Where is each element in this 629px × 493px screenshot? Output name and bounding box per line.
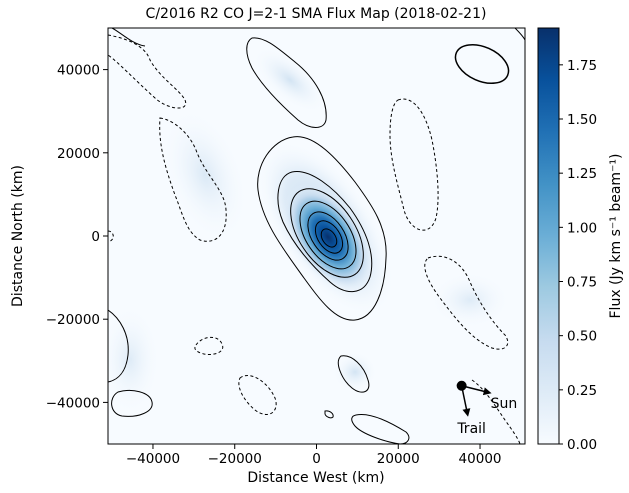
comet-position-marker	[456, 380, 467, 391]
colorbar-tick-label: 1.25	[567, 166, 597, 182]
x-tick-label: 20000	[377, 451, 420, 467]
colorbar-gradient	[537, 27, 560, 445]
colorbar-tick-label: 0.00	[567, 437, 597, 453]
beam-ellipse	[454, 43, 510, 85]
flux-image	[108, 47, 510, 415]
positive-contour	[290, 188, 364, 278]
flux-core	[284, 183, 372, 291]
x-axis: −40000 −20000 0 20000 40000	[126, 444, 502, 467]
positive-contours	[108, 28, 525, 444]
positive-contour	[277, 171, 373, 292]
plot-area: Sun Trail	[108, 28, 525, 444]
y-tick-label: 0	[91, 229, 100, 245]
flux-blob	[162, 107, 248, 243]
y-tick-label: −40000	[46, 395, 100, 411]
chart-title: C/2016 R2 CO J=2-1 SMA Flux Map (2018-02…	[146, 6, 487, 22]
x-tick-label: 0	[312, 451, 321, 467]
colorbar: 0.00 0.25 0.50 0.75 1.00 1.25 1.50 1.75 Flux (J…	[537, 27, 624, 453]
positive-contour	[337, 355, 370, 393]
flux-blob	[253, 47, 327, 113]
x-axis-label: Distance West (km)	[247, 470, 384, 486]
negative-contour	[471, 379, 521, 444]
colorbar-tick-label: 0.50	[567, 329, 597, 345]
sun-label: Sun	[491, 396, 518, 412]
positive-contour	[307, 211, 349, 261]
x-tick-label: −20000	[208, 451, 262, 467]
negative-contours	[108, 34, 521, 444]
negative-contour	[238, 375, 277, 415]
flux-blob	[430, 272, 510, 328]
negative-contour	[424, 255, 509, 350]
colorbar-tick-label: 1.50	[567, 112, 597, 128]
positive-contour	[299, 200, 357, 270]
positive-contour	[314, 220, 344, 254]
colorbar-tick-label: 1.75	[567, 58, 597, 74]
colorbar-axis: 0.00 0.25 0.50 0.75 1.00 1.25 1.50 1.75	[559, 58, 597, 453]
flux-blob	[108, 305, 160, 415]
y-tick-label: −20000	[46, 312, 100, 328]
colorbar-tick-label: 1.00	[567, 220, 597, 236]
y-axis: 40000 20000 0 −20000 −40000	[46, 63, 108, 411]
positive-contour	[257, 136, 387, 321]
negative-contour	[108, 34, 187, 109]
positive-contour	[108, 309, 129, 383]
y-axis-label: Distance North (km)	[10, 165, 26, 307]
positive-contour	[351, 413, 410, 444]
positive-contour	[111, 28, 146, 47]
colorbar-tick-label: 0.25	[567, 383, 597, 399]
flux-blob	[333, 352, 377, 392]
positive-contour	[320, 228, 338, 248]
x-tick-label: 40000	[459, 451, 502, 467]
colorbar-label: Flux (Jy km s⁻¹ beam⁻¹)	[608, 154, 624, 319]
colorbar-tick-label: 0.75	[567, 275, 597, 291]
direction-indicator: Sun Trail	[456, 380, 518, 437]
positive-contour	[246, 37, 327, 128]
negative-contour	[159, 117, 227, 242]
positive-contour	[324, 410, 334, 419]
y-tick-label: 40000	[57, 63, 100, 79]
x-tick-label: −40000	[126, 451, 180, 467]
negative-contour	[108, 230, 114, 243]
positive-contour	[514, 28, 525, 41]
trail-label: Trail	[456, 421, 486, 437]
positive-contour	[111, 389, 153, 417]
y-tick-label: 20000	[57, 146, 100, 162]
